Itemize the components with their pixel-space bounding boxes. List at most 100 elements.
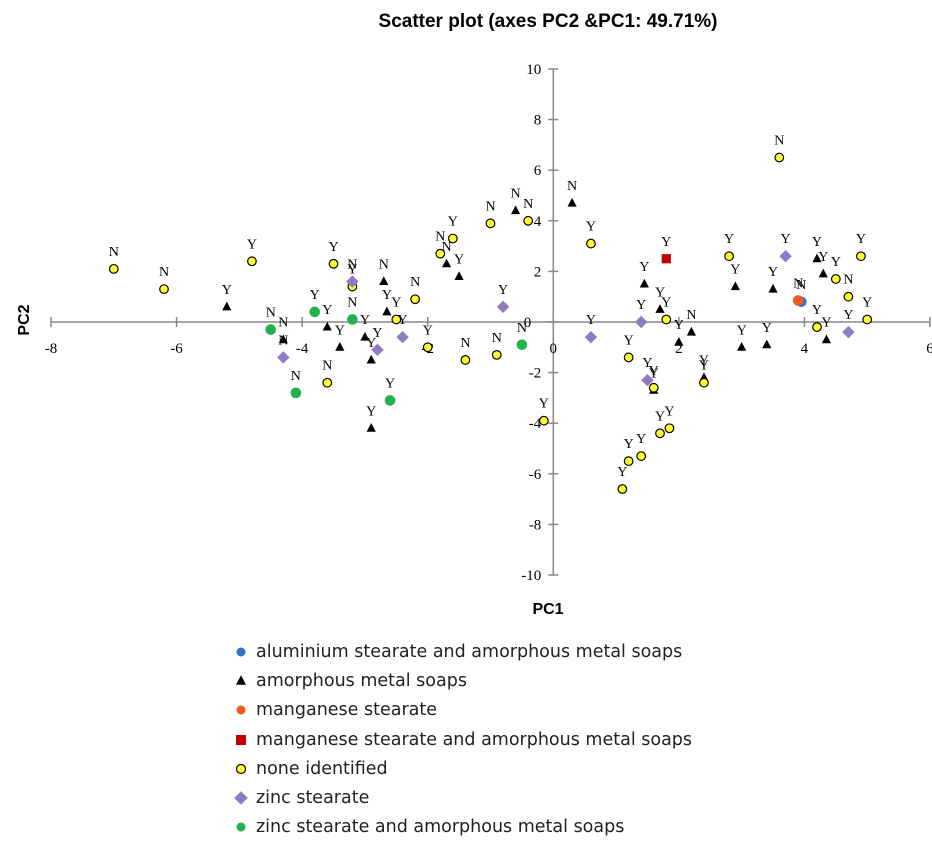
y-tick-label: -6 — [529, 467, 542, 483]
y-tick-label: -4 — [529, 416, 542, 432]
point-label: N — [347, 258, 357, 273]
y-axis-title: PC2 — [16, 304, 33, 335]
point-label: Y — [247, 237, 257, 252]
data-point — [328, 258, 339, 269]
point-label: Y — [661, 295, 671, 310]
point-label: Y — [737, 323, 747, 338]
data-point — [222, 301, 232, 311]
data-point — [435, 248, 446, 259]
point-label: N — [410, 275, 420, 290]
y-tick-label: 4 — [534, 214, 542, 230]
data-point — [648, 382, 659, 393]
point-label: Y — [730, 263, 740, 278]
point-label: Y — [347, 263, 357, 278]
legend-marker — [236, 822, 246, 832]
data-point — [821, 334, 832, 344]
point-label: Y — [335, 323, 345, 338]
y-tick-label: 8 — [534, 113, 542, 129]
point-label: N — [266, 306, 276, 321]
legend-label: none identified — [256, 758, 388, 779]
point-label: N — [435, 230, 445, 245]
data-point — [724, 251, 734, 262]
legend-marker — [234, 791, 248, 805]
legend-item: zinc stearate — [232, 783, 692, 812]
data-point — [623, 456, 634, 467]
point-label: Y — [768, 265, 778, 280]
y-tick-label: -8 — [529, 517, 542, 533]
point-label: Y — [812, 235, 822, 250]
data-point — [278, 334, 288, 344]
legend-marker — [236, 647, 246, 657]
data-point — [454, 271, 464, 280]
legend-label: manganese stearate and amorphous metal s… — [256, 729, 693, 750]
point-label: Y — [454, 252, 464, 267]
point-label: N — [441, 240, 451, 255]
data-point — [410, 294, 421, 305]
data-point — [309, 306, 321, 318]
data-point — [247, 256, 257, 267]
point-label: Y — [674, 318, 684, 333]
x-tick-label: 4 — [801, 341, 809, 357]
y-tick-label: 2 — [534, 264, 542, 280]
legend-marker-shape — [234, 791, 248, 805]
data-point — [366, 354, 376, 364]
point-label: Y — [322, 303, 332, 318]
point-label: Y — [539, 397, 549, 412]
point-label: N — [159, 265, 169, 280]
point-label: Y — [372, 326, 382, 341]
data-point — [674, 336, 684, 346]
point-label: Y — [655, 285, 665, 300]
data-point — [812, 322, 822, 332]
data-point — [634, 315, 648, 329]
point-label: Y — [831, 255, 841, 270]
point-label: Y — [642, 356, 652, 371]
data-point — [366, 423, 376, 432]
point-label: N — [347, 295, 357, 310]
legend-marker-shape — [236, 822, 246, 832]
point-label: N — [278, 316, 288, 331]
data-point — [485, 218, 496, 229]
point-label: Y — [649, 366, 659, 381]
x-tick-label: 0 — [550, 341, 558, 357]
data-point — [511, 205, 521, 215]
data-point — [523, 215, 534, 226]
data-point — [290, 387, 302, 399]
data-point — [830, 274, 841, 284]
data-point — [664, 423, 675, 434]
legend-label: zinc stearate — [256, 788, 370, 809]
data-point — [108, 263, 119, 274]
legend-item: manganese stearate and amorphous metal s… — [232, 725, 692, 754]
point-label: Y — [655, 409, 665, 424]
data-point — [737, 342, 747, 351]
data-point — [862, 314, 873, 325]
point-label: Y — [310, 288, 320, 303]
point-label: N — [460, 336, 470, 351]
y-tick-label: 6 — [534, 163, 542, 179]
point-label: N — [793, 276, 803, 291]
point-label: N — [511, 187, 521, 202]
x-tick-label: -8 — [45, 341, 58, 357]
point-label: N — [109, 245, 119, 260]
data-point — [360, 331, 370, 341]
scatter-chart: Scatter plot (axes PC2 &PC1: 49.71%) -8 -… — [16, 11, 932, 618]
legend-item: zinc stearate and amorphous metal soaps — [232, 813, 692, 842]
data-point — [567, 197, 577, 207]
data-point — [491, 349, 502, 360]
data-point — [391, 314, 402, 325]
data-point — [277, 351, 290, 364]
data-point — [774, 152, 785, 163]
point-label: Y — [636, 432, 646, 447]
data-point — [768, 283, 778, 293]
data-point — [661, 254, 671, 264]
data-point — [617, 484, 628, 494]
point-label: Y — [636, 298, 646, 313]
y-tick-label: -10 — [521, 568, 541, 584]
legend-marker — [235, 763, 247, 774]
point-label: Y — [664, 404, 674, 419]
point-label: Y — [843, 308, 853, 323]
point-label: Y — [818, 250, 828, 265]
point-label: Y — [661, 235, 671, 250]
legend-item: manganese stearate — [232, 696, 692, 725]
point-label: N — [291, 369, 301, 384]
